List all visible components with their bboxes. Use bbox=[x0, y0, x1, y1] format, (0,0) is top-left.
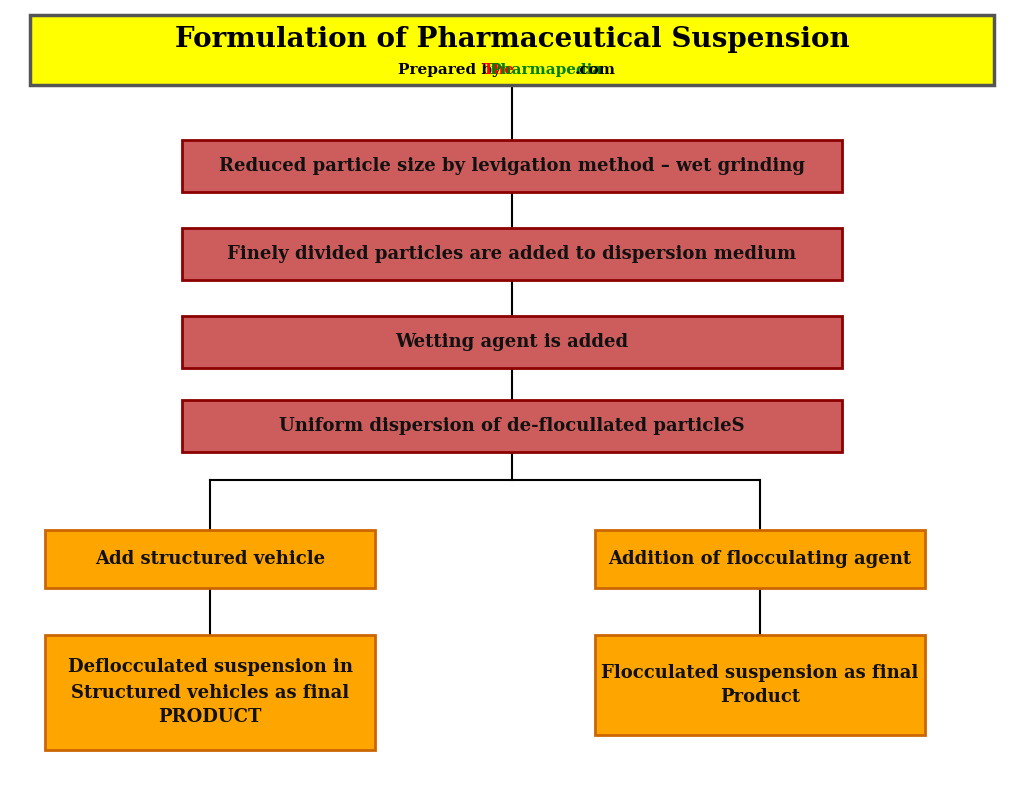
FancyBboxPatch shape bbox=[595, 530, 925, 588]
Text: .com: .com bbox=[574, 62, 615, 77]
Text: Prepared by: Prepared by bbox=[398, 62, 507, 77]
FancyBboxPatch shape bbox=[45, 635, 375, 750]
Text: Formulation of Pharmaceutical Suspension: Formulation of Pharmaceutical Suspension bbox=[175, 26, 849, 53]
Text: Flocculated suspension as final
Product: Flocculated suspension as final Product bbox=[601, 664, 919, 706]
Text: Wetting agent is added: Wetting agent is added bbox=[395, 333, 629, 351]
FancyBboxPatch shape bbox=[595, 635, 925, 735]
Text: Pharmapedia: Pharmapedia bbox=[488, 62, 602, 77]
FancyBboxPatch shape bbox=[30, 15, 994, 85]
FancyBboxPatch shape bbox=[182, 228, 842, 280]
Text: Uniform dispersion of de-flocullated particleS: Uniform dispersion of de-flocullated par… bbox=[280, 417, 744, 435]
FancyBboxPatch shape bbox=[182, 140, 842, 192]
FancyBboxPatch shape bbox=[182, 316, 842, 368]
FancyBboxPatch shape bbox=[182, 400, 842, 452]
Text: Finely divided particles are added to dispersion medium: Finely divided particles are added to di… bbox=[227, 245, 797, 263]
Text: Reduced particle size by levigation method – wet grinding: Reduced particle size by levigation meth… bbox=[219, 157, 805, 175]
FancyBboxPatch shape bbox=[45, 530, 375, 588]
Text: The: The bbox=[482, 62, 515, 77]
Text: Deflocculated suspension in
Structured vehicles as final
PRODUCT: Deflocculated suspension in Structured v… bbox=[68, 659, 352, 727]
Text: Addition of flocculating agent: Addition of flocculating agent bbox=[608, 550, 911, 568]
Text: Add structured vehicle: Add structured vehicle bbox=[95, 550, 325, 568]
